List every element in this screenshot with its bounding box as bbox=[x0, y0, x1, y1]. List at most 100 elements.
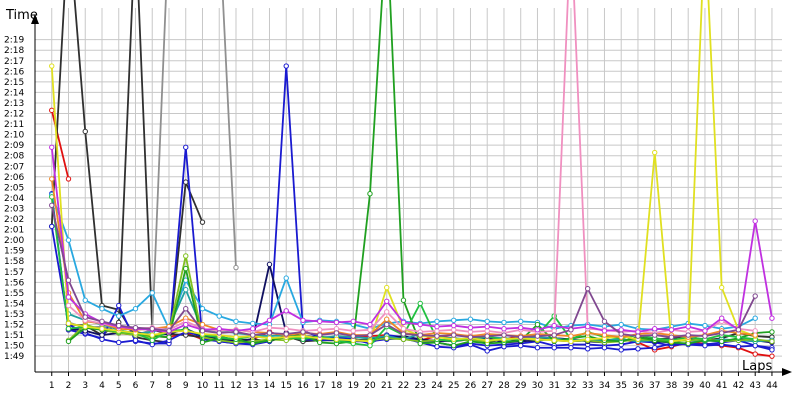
x-tick-label: 28 bbox=[498, 381, 510, 391]
y-tick-label: 1:58 bbox=[4, 257, 24, 267]
data-point bbox=[149, 326, 155, 332]
y-tick-label: 2:00 bbox=[4, 236, 24, 246]
data-point bbox=[99, 305, 105, 312]
y-tick-label: 1:55 bbox=[4, 289, 24, 299]
y-tick-label: 2:18 bbox=[4, 46, 24, 56]
x-tick-label: 27 bbox=[481, 381, 492, 391]
data-point bbox=[601, 328, 608, 334]
data-point bbox=[132, 324, 139, 331]
data-point bbox=[116, 302, 122, 309]
data-point bbox=[417, 340, 423, 347]
data-point bbox=[49, 176, 55, 182]
data-point bbox=[266, 261, 273, 268]
data-point bbox=[216, 313, 222, 319]
data-point bbox=[49, 223, 55, 230]
y-tick-label: 1:52 bbox=[4, 321, 24, 331]
data-point bbox=[183, 305, 189, 312]
data-point bbox=[484, 348, 490, 354]
data-point bbox=[333, 319, 340, 326]
data-point bbox=[702, 333, 708, 339]
data-point bbox=[585, 323, 591, 330]
data-point bbox=[350, 328, 356, 334]
series-group bbox=[49, 0, 775, 359]
data-point bbox=[183, 179, 189, 185]
data-point bbox=[752, 218, 758, 224]
data-point bbox=[266, 335, 273, 341]
data-point bbox=[652, 326, 658, 332]
data-point bbox=[434, 333, 440, 339]
data-point bbox=[467, 316, 474, 322]
data-point bbox=[652, 332, 658, 338]
data-point bbox=[735, 327, 742, 333]
data-point bbox=[283, 275, 289, 281]
y-tick-label: 1:54 bbox=[4, 299, 24, 309]
data-point bbox=[317, 332, 323, 338]
data-point bbox=[769, 347, 775, 353]
y-tick-label: 2:19 bbox=[4, 36, 24, 46]
data-point bbox=[618, 347, 624, 353]
data-point bbox=[367, 338, 373, 345]
x-tick-label: 2 bbox=[66, 381, 72, 391]
x-tick-labels: 1 2 3 4 5 6 7 8 9 10 11 12 13 14 15 16 17 18 19 20 21 22 23 24 2… bbox=[49, 372, 778, 391]
data-point bbox=[769, 315, 775, 321]
data-point bbox=[400, 319, 407, 326]
data-point bbox=[250, 332, 256, 338]
data-point bbox=[132, 337, 139, 344]
data-point bbox=[534, 345, 541, 351]
data-point bbox=[652, 345, 658, 351]
data-point bbox=[467, 334, 474, 340]
data-point bbox=[250, 340, 256, 347]
data-point bbox=[283, 63, 289, 69]
data-point bbox=[233, 264, 239, 271]
data-point bbox=[400, 331, 407, 337]
y-tick-label: 2:14 bbox=[4, 88, 24, 98]
y-tick-label: 2:04 bbox=[4, 194, 24, 204]
data-point bbox=[99, 326, 105, 332]
data-point bbox=[116, 339, 122, 346]
data-point bbox=[635, 333, 641, 339]
data-point bbox=[417, 332, 423, 338]
data-point bbox=[685, 323, 691, 330]
x-tick-label: 14 bbox=[264, 381, 276, 391]
data-point bbox=[266, 317, 273, 324]
y-tick-label: 2:13 bbox=[4, 99, 24, 109]
x-tick-label: 18 bbox=[331, 381, 343, 391]
data-point bbox=[568, 338, 574, 345]
data-point bbox=[216, 330, 222, 336]
x-tick-label: 42 bbox=[733, 381, 744, 391]
data-point bbox=[183, 321, 189, 328]
data-point bbox=[769, 353, 775, 359]
x-tick-label: 8 bbox=[166, 381, 172, 391]
data-point bbox=[283, 331, 289, 337]
data-point bbox=[484, 318, 490, 325]
data-point bbox=[132, 305, 139, 312]
data-point bbox=[551, 337, 557, 344]
x-tick-label: 9 bbox=[183, 381, 189, 391]
x-tick-label: 1 bbox=[49, 381, 55, 391]
x-tick-label: 23 bbox=[414, 381, 425, 391]
x-tick-label: 38 bbox=[666, 381, 678, 391]
data-point bbox=[534, 333, 541, 339]
data-point bbox=[384, 298, 390, 305]
x-tick-label: 35 bbox=[615, 381, 626, 391]
data-point bbox=[233, 334, 239, 340]
y-tick-label: 2:09 bbox=[4, 141, 24, 151]
data-point bbox=[501, 319, 507, 326]
data-point bbox=[551, 345, 557, 351]
data-point bbox=[534, 327, 541, 333]
x-tick-label: 12 bbox=[230, 381, 241, 391]
data-point bbox=[283, 308, 289, 314]
x-tick-label: 22 bbox=[398, 381, 409, 391]
data-point bbox=[149, 290, 155, 296]
data-point bbox=[250, 326, 256, 332]
x-tick-label: 17 bbox=[314, 381, 325, 391]
x-tick-label: 39 bbox=[682, 381, 694, 391]
data-point bbox=[501, 326, 507, 332]
data-point bbox=[199, 339, 206, 346]
x-tick-label: 4 bbox=[99, 381, 105, 391]
data-point bbox=[49, 107, 55, 114]
data-point bbox=[199, 219, 206, 225]
data-point bbox=[233, 318, 239, 325]
data-point bbox=[719, 284, 725, 291]
series-path bbox=[50, 147, 773, 333]
